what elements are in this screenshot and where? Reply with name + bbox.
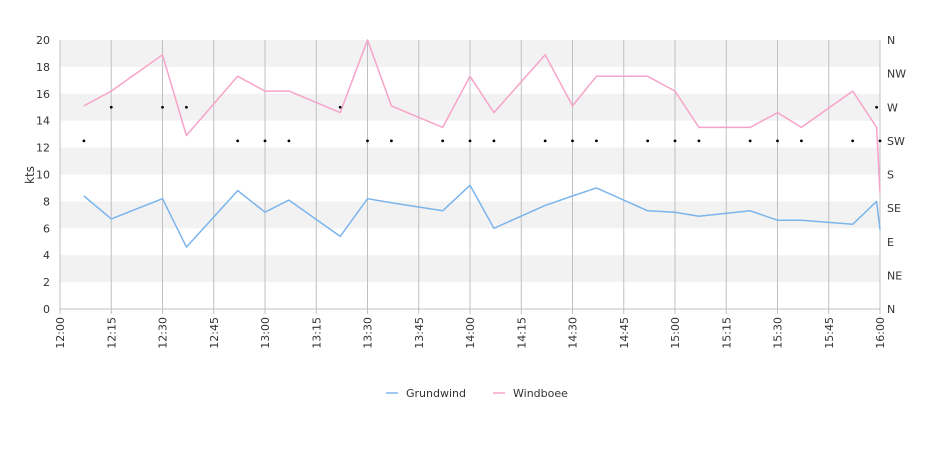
y-tick-label: 6 <box>43 222 50 235</box>
x-tick-label: 12:30 <box>157 317 170 349</box>
direction-point <box>109 105 113 109</box>
direction-point <box>441 139 445 143</box>
direction-point <box>878 139 882 143</box>
series-lines <box>83 39 881 248</box>
y-tick-label: 2 <box>43 276 50 289</box>
y-axis-left: 0 2 4 6 8 10 12 14 16 18 20 <box>36 34 50 316</box>
direction-tick-label: SE <box>887 202 901 215</box>
x-axis: 12:00 12:15 12:30 12:45 13:00 13:15 13:30 13:45… <box>54 309 887 349</box>
x-tick-label: 15:00 <box>669 317 682 349</box>
x-tick-label: 13:45 <box>413 317 426 349</box>
y-tick-label: 4 <box>43 249 50 262</box>
y-tick-label: 14 <box>36 115 50 128</box>
x-tick-label: 14:45 <box>618 317 631 349</box>
x-tick-label: 15:30 <box>772 317 785 349</box>
direction-point <box>82 139 86 143</box>
y-axis-title: kts <box>23 166 37 184</box>
direction-point <box>571 139 574 143</box>
direction-tick-label: SW <box>887 135 905 148</box>
direction-tick-label: S <box>887 169 894 182</box>
direction-point <box>263 139 267 143</box>
direction-tick-label: N <box>887 34 895 47</box>
direction-point <box>800 139 803 143</box>
direction-point <box>595 139 598 143</box>
legend-label: Windboee <box>513 387 568 400</box>
direction-point <box>161 105 164 109</box>
x-tick-label: 14:00 <box>464 317 477 349</box>
y-tick-label: 20 <box>36 34 50 47</box>
direction-point <box>543 139 547 143</box>
x-tick-label: 12:45 <box>208 317 221 349</box>
legend: Grundwind Windboee <box>386 387 568 400</box>
direction-point <box>646 139 650 143</box>
x-tick-label: 12:15 <box>105 317 118 349</box>
y-tick-label: 10 <box>36 169 50 182</box>
x-tick-label: 15:15 <box>720 317 733 349</box>
x-tick-label: 15:45 <box>823 317 836 349</box>
direction-tick-label: E <box>887 236 894 249</box>
y-tick-label: 8 <box>43 195 50 208</box>
direction-point <box>492 139 496 143</box>
direction-point <box>338 105 342 109</box>
direction-tick-label: N <box>887 303 895 316</box>
direction-point <box>468 139 472 143</box>
y-tick-label: 0 <box>43 303 50 316</box>
x-tick-label: 12:00 <box>54 317 67 349</box>
y-tick-label: 16 <box>36 88 50 101</box>
series-line-windboee <box>83 39 881 194</box>
legend-label: Grundwind <box>406 387 466 400</box>
direction-point <box>748 139 752 143</box>
x-tick-label: 16:00 <box>874 317 887 349</box>
direction-point <box>851 139 855 143</box>
direction-tick-label: NW <box>887 68 906 81</box>
y-tick-label: 12 <box>36 142 50 155</box>
direction-point <box>185 105 188 109</box>
direction-point <box>366 139 369 143</box>
direction-point <box>875 105 878 109</box>
x-tick-label: 14:30 <box>567 317 580 349</box>
direction-point <box>236 139 240 143</box>
x-tick-label: 13:15 <box>310 317 323 349</box>
direction-dots <box>82 105 882 143</box>
x-tick-label: 13:00 <box>259 317 272 349</box>
direction-point <box>697 139 701 143</box>
series-line-grundwind <box>83 184 881 248</box>
y-axis-right-direction: N NE E SE S SW W NW N <box>887 34 906 316</box>
direction-point <box>673 139 677 143</box>
direction-tick-label: W <box>887 101 898 114</box>
direction-tick-label: NE <box>887 269 902 282</box>
direction-point <box>390 139 393 143</box>
direction-point <box>776 139 779 143</box>
x-tick-label: 13:30 <box>362 317 375 349</box>
x-tick-label: 14:15 <box>515 317 528 349</box>
direction-point <box>287 139 291 143</box>
y-tick-label: 18 <box>36 61 50 74</box>
